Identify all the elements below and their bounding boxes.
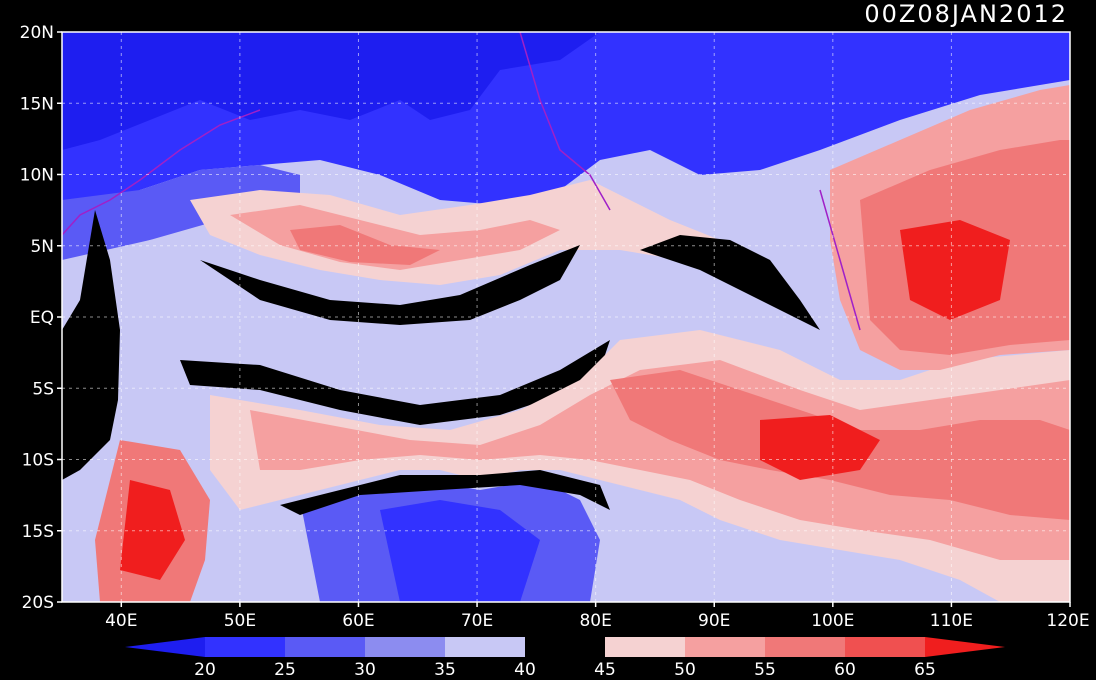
colorbar-swatch [445,637,526,657]
colorbar-label: 25 [274,660,296,680]
colorbar-swatch [685,637,766,657]
map-title: 00Z08JAN2012 [864,0,1068,28]
colorbar-label: 40 [514,660,536,680]
colorbar-label: 60 [834,660,856,680]
coastline [62,32,861,331]
colorbar-swatch [285,637,366,657]
latitude-labels: 20N 15N 10N 5N EQ 5S 10S 15S 20S [20,23,54,613]
lon-tick-label: 110E [930,611,973,631]
colorbar-extend-high [925,637,1005,657]
colorbar-label: 30 [354,660,376,680]
lat-tick-label: 5S [32,379,54,399]
lon-tick-label: 40E [105,611,137,631]
lon-tick-label: 60E [342,611,374,631]
lon-tick-label: 90E [698,611,730,631]
colorbar [125,637,1005,657]
colorbar-label: 65 [914,660,936,680]
lon-tick-label: 50E [224,611,256,631]
colorbar-label: 55 [754,660,776,680]
lat-tick-label: 15S [22,522,54,542]
lat-tick-label: 10N [20,166,54,186]
colorbar-swatch [525,637,606,657]
colorbar-label: 45 [594,660,616,680]
map-frame [61,31,1071,603]
lat-tick-label: 5N [30,237,54,257]
colorbar-swatch [845,637,926,657]
colorbar-label: 20 [194,660,216,680]
lat-tick-label: 15N [20,94,54,114]
colorbar-swatch [365,637,446,657]
lon-tick-label: 80E [579,611,611,631]
madagascar-black-mask [62,210,120,480]
colorbar-swatch [605,637,686,657]
lat-tick-label: 20N [20,23,54,43]
colorbar-extend-low [125,637,205,657]
graticule [57,31,1071,607]
lon-tick-label: 120E [1046,611,1089,631]
lat-tick-label: 10S [22,451,54,471]
colorbar-swatch [205,637,286,657]
map-field [62,32,1070,602]
lon-tick-label: 100E [811,611,854,631]
lat-tick-label: EQ [30,308,54,328]
lat-tick-label: 20S [22,593,54,613]
colorbar-label: 35 [434,660,456,680]
colorbar-labels: 20 25 30 35 40 45 50 55 60 65 [194,660,936,680]
colorbar-swatch [765,637,846,657]
lon-tick-label: 70E [461,611,493,631]
colorbar-label: 50 [674,660,696,680]
longitude-labels: 40E 50E 60E 70E 80E 90E 100E 110E 120E [105,611,1089,631]
